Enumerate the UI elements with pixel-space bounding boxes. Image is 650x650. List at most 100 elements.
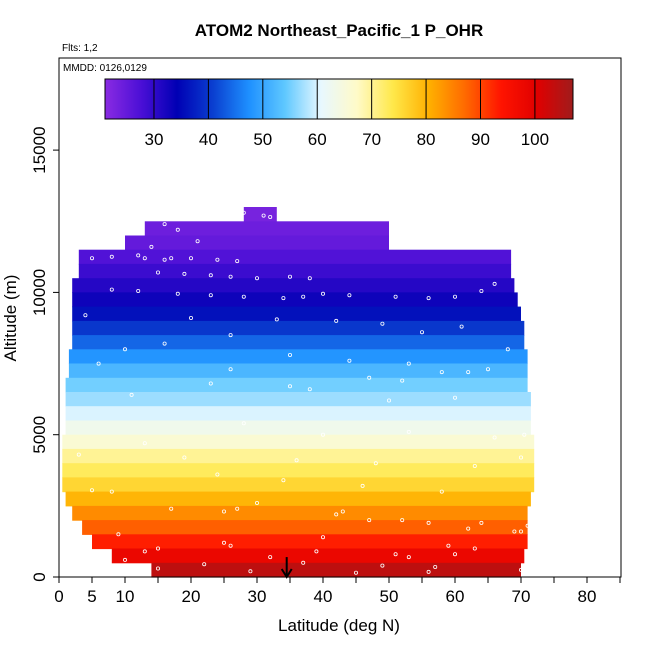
measurement-point [340,509,345,514]
heatmap-layer [243,207,277,222]
measurement-point [162,341,167,346]
measurement-point [400,378,405,383]
measurement-point [70,254,75,259]
measurement-point [142,549,147,554]
dates-note: MMDD: 0126,0129 [63,63,147,74]
measurement-point [505,347,510,352]
heatmap-layer [78,263,512,279]
measurement-point [208,293,213,298]
heatmap-layer [72,292,518,308]
colorbar-tick-label: 80 [417,130,436,149]
measurement-point [241,294,246,299]
y-tick-label: 5000 [30,416,49,454]
measurement-point [426,296,431,301]
measurement-points [70,210,530,575]
measurement-point [281,296,286,301]
measurement-point [274,317,279,322]
heatmap-layer [68,363,528,379]
measurement-point [519,529,524,534]
heatmap-layer [151,562,521,578]
measurement-point [380,563,385,568]
measurement-point [426,569,431,574]
measurement-point [268,555,273,560]
measurement-point [367,375,372,380]
measurement-point [96,361,101,366]
measurement-point [466,526,471,531]
measurement-point [90,488,95,493]
measurement-point [367,518,372,523]
measurement-point [123,557,128,562]
measurement-point [155,546,160,551]
heatmap-layer [65,491,531,507]
measurement-point [320,291,325,296]
measurement-point [406,361,411,366]
measurement-point [446,543,451,548]
measurement-point [142,256,147,261]
measurement-point [522,432,527,437]
heatmap-layer [82,520,528,535]
measurement-point [393,294,398,299]
x-tick-label: 70 [512,587,531,606]
measurement-point [294,458,299,463]
x-tick-label: 40 [314,587,333,606]
heatmap-layer [72,278,515,293]
measurement-point [83,313,88,318]
colorbar-tick-label: 70 [362,130,381,149]
measurement-point [162,222,167,227]
measurement-point [116,532,121,537]
measurement-point [492,281,497,286]
measurement-point [347,358,352,363]
y-tick-label: 15000 [30,126,49,173]
colorbar-tick-label: 50 [253,130,272,149]
measurement-point [452,552,457,557]
flights-note: Flts: 1,2 [62,43,98,54]
measurement-point [406,555,411,560]
measurement-point [136,288,141,293]
measurement-point [169,506,174,511]
measurement-point [452,294,457,299]
colorbar-gradient [104,78,574,120]
measurement-point [386,398,391,403]
measurement-point [142,441,147,446]
measurement-point [347,293,352,298]
measurement-point [149,244,154,249]
measurement-point [241,421,246,426]
heatmap-layer [111,548,525,564]
heatmap-layer [78,249,512,265]
measurement-point [228,367,233,372]
measurement-point [301,294,306,299]
heatmap-layer [92,534,528,550]
measurement-point [169,256,174,261]
measurement-point [452,395,457,400]
measurement-point [400,518,405,523]
measurement-point [202,562,207,567]
heatmap-layer [65,377,528,393]
heatmap-layer [72,505,528,521]
chart-title: ATOM2 Northeast_Pacific_1 P_OHR [195,21,483,40]
x-tick-label: 5 [87,587,96,606]
measurement-point [195,239,200,244]
measurement-point [320,432,325,437]
measurement-point [254,500,259,505]
plot-frame [58,57,622,578]
y-axis-label: Altitude (m) [1,275,20,362]
measurement-point [254,276,259,281]
measurement-point [241,210,246,215]
measurement-point [90,256,95,261]
measurement-point [76,452,81,457]
measurement-point [208,381,213,386]
measurement-point [281,478,286,483]
measurement-point [235,259,240,264]
measurement-point [380,321,385,326]
x-axis-label: Latitude (deg N) [278,616,400,635]
measurement-point [261,213,266,218]
measurement-point [353,570,358,575]
measurement-point [320,535,325,540]
measurement-point [287,352,292,357]
measurement-point [307,387,312,392]
measurement-point [175,291,180,296]
measurement-point [182,271,187,276]
measurement-point [221,540,226,545]
x-tick-label: 60 [446,587,465,606]
measurement-point [248,569,253,574]
